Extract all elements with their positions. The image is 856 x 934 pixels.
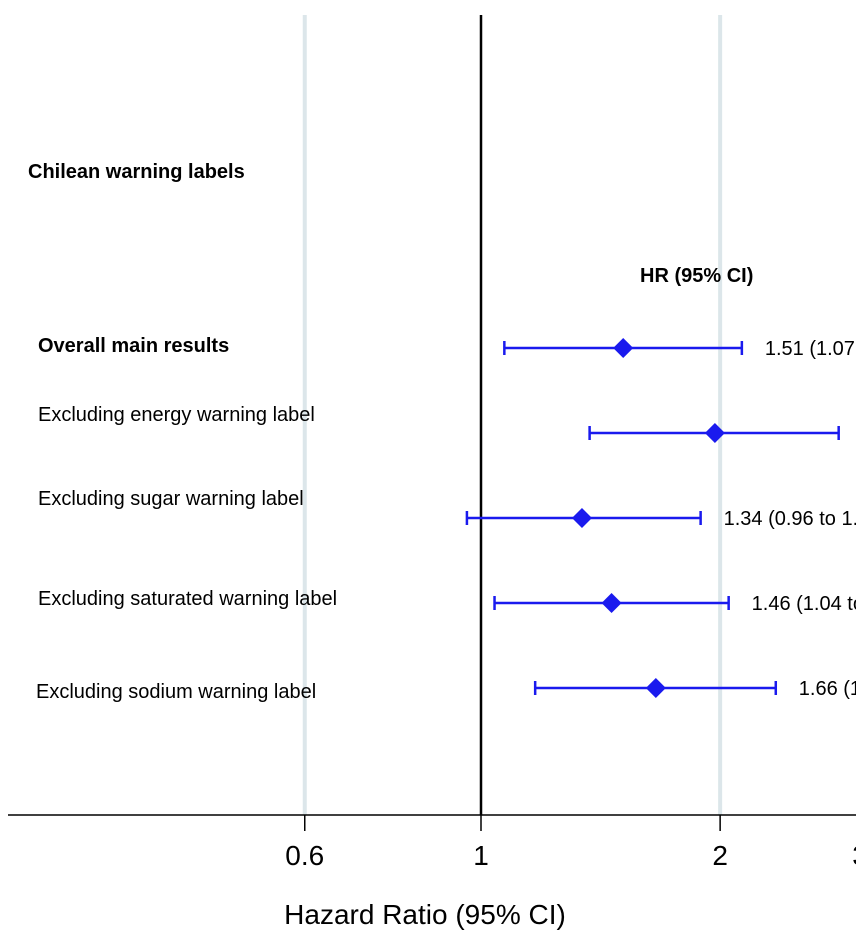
- row-label: Excluding sugar warning label: [38, 488, 304, 510]
- hr-value-text: 1.51 (1.07 to 2.13): [765, 338, 856, 360]
- hr-value-text: 1.66 (1.17 to 2.35): [799, 678, 856, 700]
- x-tick-label: 3: [852, 840, 856, 871]
- study-row: Excluding sugar warning label 1.34 (0.96 …: [38, 488, 856, 530]
- row-label: Excluding saturated warning label: [38, 588, 337, 610]
- x-axis-label: Hazard Ratio (95% CI): [284, 899, 566, 930]
- hr-point-marker: [613, 338, 634, 358]
- x-tick-label: 2: [712, 840, 728, 871]
- hr-point-marker: [571, 508, 592, 528]
- hr-value-text: 1.34 (0.96 to 1.89): [724, 508, 856, 530]
- study-rows: Overall main results 1.51 (1.07 to 2.13) E…: [36, 335, 856, 703]
- x-tick-label: 0.6: [285, 840, 324, 871]
- hr-point-marker: [601, 593, 622, 613]
- grid-lines: [302, 15, 723, 815]
- hr-column-header: HR (95% CI): [640, 265, 753, 287]
- study-row: Excluding sodium warning label 1.66 (1.17…: [36, 678, 856, 703]
- row-label: Excluding energy warning label: [38, 404, 315, 426]
- hr-point-marker: [704, 423, 725, 443]
- section-title: Chilean warning labels: [28, 161, 245, 183]
- study-row: Overall main results 1.51 (1.07 to 2.13): [38, 335, 856, 360]
- row-label: Excluding sodium warning label: [36, 681, 316, 703]
- x-tick-label: 1: [473, 840, 489, 871]
- row-label: Overall main results: [38, 335, 229, 357]
- study-row: Excluding saturated warning label 1.46 (1…: [38, 588, 856, 615]
- hr-point-marker: [645, 678, 666, 698]
- hr-value-text: 1.46 (1.04 to 2.05): [752, 593, 856, 615]
- x-axis: 0.61234: [8, 814, 856, 871]
